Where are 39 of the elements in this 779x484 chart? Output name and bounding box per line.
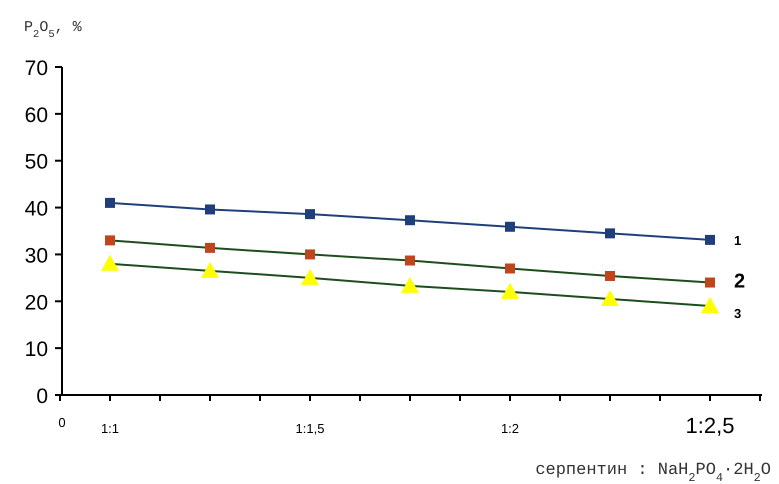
point [401, 276, 419, 293]
point [405, 256, 415, 266]
y-tick-label: 20 [24, 291, 48, 314]
point [605, 270, 615, 281]
point [505, 222, 515, 232]
point [501, 282, 519, 299]
x-tick-label: 1:2 [500, 421, 520, 436]
text: 0 [58, 415, 66, 430]
point [505, 263, 515, 274]
series-label: 1 [734, 232, 742, 248]
series-label: 2 [734, 270, 746, 293]
y-axis-title: P$_{2}$O$_{5}$, % [24, 19, 83, 41]
point [201, 262, 219, 278]
y-tick-label: 10 [24, 338, 48, 362]
y-tick-label: 50 [24, 150, 48, 174]
point [601, 290, 619, 306]
point [205, 204, 215, 214]
point [301, 268, 319, 285]
y-tick-label: 0 [36, 385, 48, 408]
point [105, 198, 115, 208]
point [405, 215, 415, 226]
point [705, 278, 715, 288]
y-tick-label: 70 [24, 57, 48, 80]
point [701, 296, 719, 313]
point [305, 209, 315, 220]
y-tick-label: 40 [24, 198, 48, 221]
y-tick-label: 30 [24, 244, 48, 268]
point [101, 254, 119, 271]
point [305, 249, 315, 260]
point [205, 242, 215, 253]
x-tick-label: 1:1,5 [296, 421, 324, 436]
x-tick-label: 1:1 [100, 421, 120, 436]
x-axis-title: серпентин : NaH$_{2}$PO$_{4}$·2H$_{2}$O [535, 461, 771, 484]
series-label: 3 [734, 306, 742, 321]
point [105, 235, 115, 246]
point [605, 228, 615, 238]
x-tick-label: 1:2,5 [686, 413, 734, 438]
y-tick-label: 60 [24, 104, 48, 127]
point [705, 234, 715, 245]
